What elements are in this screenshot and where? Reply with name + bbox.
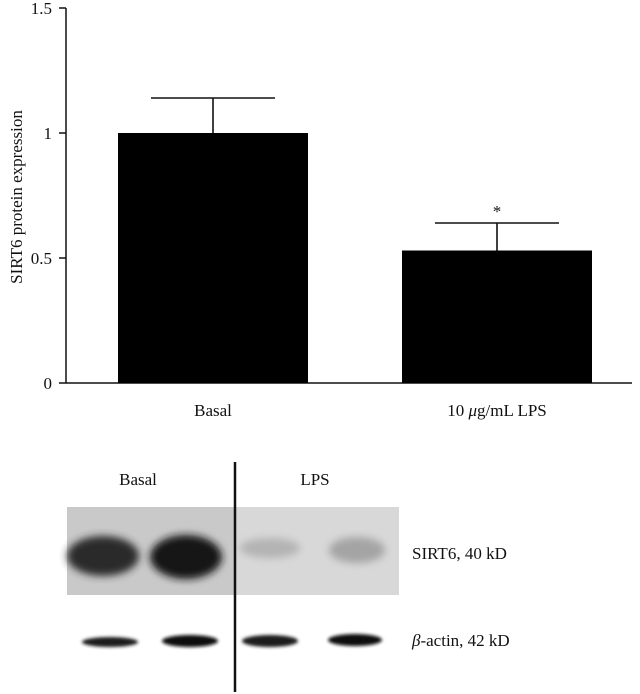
y-ticks: 0 0.5 1 1.5 <box>31 0 66 393</box>
y-axis-label: SIRT6 protein expression <box>7 110 26 284</box>
sirt6-blot-image <box>67 507 399 595</box>
bar <box>118 133 308 383</box>
beta-symbol: β <box>411 631 421 650</box>
y-tick-label: 1.5 <box>31 0 52 18</box>
y-tick-label: 0 <box>44 374 53 393</box>
blot-group-label-lps: LPS <box>300 470 329 489</box>
beta-actin-blot-image <box>82 634 382 647</box>
y-tick-label: 1 <box>44 124 53 143</box>
x-tick-label: Basal <box>194 401 232 420</box>
beta-actin-label-rest: -actin, 42 kD <box>420 631 509 650</box>
beta-actin-band-label: β-actin, 42 kD <box>411 631 510 650</box>
x-ticks: Basal 10 μg/mL LPS <box>194 401 547 420</box>
significance-marker: * <box>493 202 502 221</box>
blot-group-label-basal: Basal <box>119 470 157 489</box>
bars: * <box>118 97 592 383</box>
western-blot: Basal LPS SIRT6, 40 kD β-actin, 42 kD <box>67 462 510 692</box>
bar <box>402 250 592 383</box>
y-tick-label: 0.5 <box>31 249 52 268</box>
sirt6-band-label: SIRT6, 40 kD <box>412 544 507 563</box>
bar-chart: 0 0.5 1 1.5 * Basal 10 μg/mL LPS SIRT6 prote… <box>7 0 632 420</box>
x-tick-label: 10 μg/mL LPS <box>447 401 547 420</box>
